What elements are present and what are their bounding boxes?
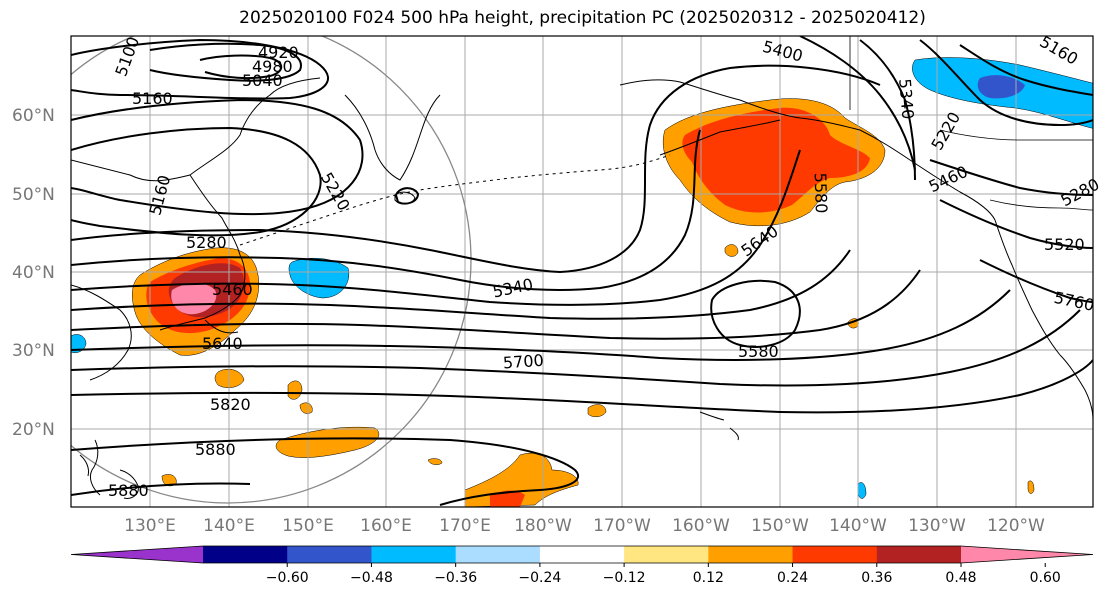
colorbar-tick-label: 0.24 [777,570,808,586]
lon-label: 130°E [124,516,176,536]
map-frame [70,35,1094,508]
precip-area-alaska-inner [682,107,870,213]
contour-label: 5640 [202,334,243,353]
height-contours [71,36,1093,506]
contour-label: 5280 [186,233,227,252]
precip-negative-west-edge [71,334,87,353]
colorbar-tick-label: 0.36 [861,570,892,586]
precip-area-small-3 [587,404,607,417]
precip-area-alaska-small [724,244,739,257]
contour-label: 5460 [212,280,253,299]
precip-area-small-7 [427,458,443,465]
precip-negative-canada-core [977,75,1025,99]
longitude-labels: 130°E 140°E 150°E 160°E 170°E 180°W 170°… [124,516,1045,536]
lat-label-30n: 30°N [12,341,55,361]
lon-label: 150°W [751,516,809,536]
lat-label-20n: 20°N [12,420,55,440]
lon-label: 140°E [203,516,255,536]
precip-area-japan-peak [171,283,217,315]
precip-area-small-9 [1027,480,1035,494]
contour-label: 5040 [242,71,283,90]
colorbar-segment [708,546,794,563]
colorbar-segment [624,546,709,563]
lat-label-40n: 40°N [12,263,55,283]
contour-label: 5580 [738,342,779,361]
precip-area-south-band2-inner [490,490,525,507]
precip-area-small-2 [287,380,303,400]
latitude-labels: 60°N 50°N 40°N 30°N 20°N [12,106,55,440]
lon-label: 120°W [987,516,1045,536]
lat-label-50n: 50°N [12,185,55,205]
colorbar-segment [203,546,288,563]
lon-label: 170°E [439,516,491,536]
colorbar-tick-label: 0.12 [693,570,724,586]
lon-label: 160°E [360,516,412,536]
lon-label: 160°W [672,516,730,536]
lon-label: 170°W [593,516,651,536]
lon-label: 140°W [829,516,887,536]
colorbar-tick-label: −0.48 [350,570,393,586]
precip-area-small-8 [857,482,867,499]
colorbar-tick-label: −0.24 [518,570,561,586]
contour-label: 5880 [195,440,236,459]
lon-label: 130°W [908,516,966,536]
colorbar-tick-label: 0.48 [945,570,976,586]
colorbar-tick-label: −0.36 [434,570,477,586]
colorbar-extend-low [71,546,203,563]
domain-circle [71,36,472,504]
colorbar-segment [455,546,541,563]
contour-label: 5340 [895,78,917,120]
contour-label: 5820 [210,395,251,414]
colorbar-tick-label: 0.60 [1030,570,1061,586]
contour-label: 5700 [502,351,544,373]
colorbar-tick-label: −0.12 [603,570,646,586]
lat-label-60n: 60°N [12,106,55,126]
contour-label: 5580 [811,172,831,213]
contour-label: 5160 [132,89,173,108]
contour-label: 4980 [252,57,293,76]
precip-area-south-band [275,426,380,458]
lon-label: 150°E [282,516,334,536]
lon-label: 180°W [514,516,572,536]
map-title: 2025020100 F024 500 hPa height, precipit… [239,8,926,28]
contour-label: 5880 [108,481,149,500]
colorbar: −0.60 −0.48 −0.36 −0.24 −0.12 0.12 0.24 0.36 0.4… [70,545,1094,586]
contour-label: 4920 [258,43,299,62]
coastlines [71,36,1093,499]
colorbar-segment [287,546,372,563]
colorbar-outline [70,545,1094,564]
colorbar-segment [539,546,625,563]
colorbar-extend-high [961,546,1093,563]
precip-area-small-6 [299,402,313,414]
colorbar-segment [371,546,457,563]
colorbar-segment [792,546,878,563]
contour-label: 5520 [1044,235,1085,254]
colorbar-tick-label: −0.60 [266,570,309,586]
graticule [71,36,1093,507]
colorbar-segment [876,546,962,563]
